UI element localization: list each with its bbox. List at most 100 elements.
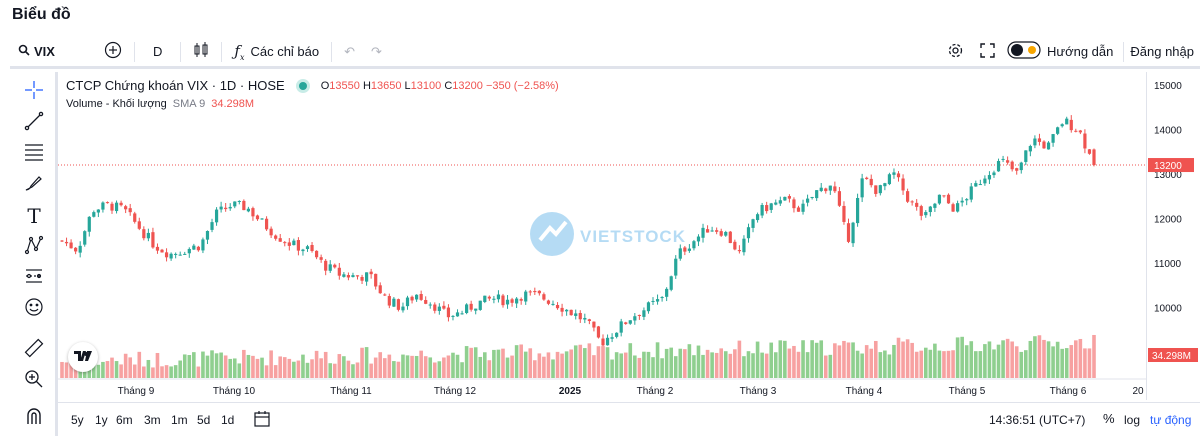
candle-body <box>937 194 942 204</box>
tv-logo[interactable] <box>68 342 98 372</box>
candle-body <box>251 208 255 217</box>
volume-bar <box>287 358 292 378</box>
compare-button[interactable] <box>96 36 130 68</box>
candle-body <box>187 248 191 254</box>
range-3m[interactable]: 3m <box>144 413 161 427</box>
close-label: C <box>444 79 453 92</box>
range-6m[interactable]: 6m <box>116 413 133 427</box>
range-5d[interactable]: 5d <box>197 413 211 427</box>
volume-bar <box>805 352 810 378</box>
crosshair-tool[interactable] <box>22 80 46 104</box>
candle-body <box>1069 119 1073 131</box>
guide-link[interactable]: Hướng dẫn <box>1046 44 1114 59</box>
range-1d[interactable]: 1d <box>221 413 235 427</box>
volume-bar <box>823 355 828 378</box>
volume-bar <box>219 352 223 378</box>
undo-button[interactable]: ↶ <box>336 36 363 68</box>
range-5y[interactable]: 5y <box>71 413 84 427</box>
volume-bar <box>842 340 846 378</box>
login-link[interactable]: Đăng nhập <box>1130 44 1194 59</box>
candle-body <box>492 298 496 300</box>
settings-button[interactable] <box>939 36 972 68</box>
text-tool[interactable]: T <box>22 204 46 228</box>
volume-bar <box>355 362 360 378</box>
volume-bar <box>487 360 492 378</box>
symbol-search[interactable]: VIX <box>10 36 96 68</box>
chart-type-button[interactable] <box>185 36 217 68</box>
clock-label[interactable]: 14:36:51 (UTC+7) <box>989 413 1086 427</box>
brush-tool[interactable] <box>22 173 46 197</box>
candle-body <box>674 258 678 276</box>
low-label: L <box>404 79 411 92</box>
theme-toggle[interactable] <box>1003 36 1045 68</box>
candle-body <box>469 303 473 310</box>
log-toggle[interactable]: log <box>1124 413 1141 427</box>
candle-body <box>678 248 682 259</box>
volume-bar <box>819 340 824 378</box>
smiley-icon <box>24 297 44 322</box>
indicators-button[interactable]: ƒx Các chỉ báo <box>226 36 327 68</box>
trendline-tool[interactable] <box>22 111 46 135</box>
candle-body <box>537 290 541 294</box>
ruler-tool[interactable] <box>22 338 46 362</box>
range-1y[interactable]: 1y <box>95 413 108 427</box>
volume-bar <box>228 358 233 378</box>
time-tick-label: Tháng 11 <box>330 386 372 397</box>
candle-body <box>1065 118 1069 125</box>
interval-button[interactable]: D <box>153 44 163 59</box>
series-title[interactable]: CTCP Chứng khoán VIX · 1D · HOSE <box>66 78 285 93</box>
volume-bar <box>510 355 514 378</box>
candle-body <box>301 249 305 252</box>
candle-body <box>519 299 523 301</box>
candle-body <box>528 291 532 293</box>
magnet-tool[interactable] <box>22 406 46 430</box>
candle-body <box>419 293 423 300</box>
candle-body <box>924 212 928 216</box>
fullscreen-button[interactable] <box>972 36 1003 68</box>
candle-body <box>965 199 969 201</box>
volume-bar <box>382 358 387 378</box>
candle-body <box>974 183 978 187</box>
candle-body <box>214 209 219 223</box>
price-axis[interactable]: 10000 11000 12000 13000 14000 15000 13200 34.29… <box>1146 72 1200 400</box>
zoom-tool[interactable] <box>22 369 46 393</box>
volume-legend: Volume - Khối lượng SMA 9 34.298M <box>66 98 254 110</box>
volume-bar <box>783 340 787 378</box>
last-price-tag <box>1148 158 1194 173</box>
candle-body <box>1083 133 1087 149</box>
volume-bar <box>146 359 151 378</box>
candle-body <box>992 172 996 176</box>
date-range-button[interactable] <box>253 410 271 431</box>
candle-body <box>601 338 605 346</box>
candle-body <box>155 246 160 251</box>
volume-bar <box>614 352 619 378</box>
volume-bar <box>446 355 451 378</box>
text-icon: T <box>27 204 41 228</box>
forecast-icon <box>24 266 44 291</box>
time-tick-label: Tháng 6 <box>1050 386 1087 397</box>
candle-body <box>865 177 869 180</box>
volume-sma-label: 34.298M <box>1152 351 1191 362</box>
redo-button[interactable]: ↷ <box>363 36 390 68</box>
time-tick-label: Tháng 5 <box>949 386 986 397</box>
candle-body <box>933 203 937 208</box>
fib-tool[interactable] <box>22 142 46 166</box>
volume-bar <box>860 353 864 378</box>
candle-body <box>542 294 546 300</box>
percent-toggle[interactable]: % <box>1103 411 1115 426</box>
candle-body <box>769 203 773 210</box>
candle-body <box>224 207 228 210</box>
volume-bar <box>551 359 555 378</box>
volume-bar <box>946 350 951 378</box>
price-tick-label: 14000 <box>1154 125 1182 136</box>
auto-toggle[interactable]: tự động <box>1150 413 1192 427</box>
range-1m[interactable]: 1m <box>171 413 188 427</box>
forecast-tool[interactable] <box>22 266 46 290</box>
candle-body <box>78 245 82 253</box>
volume-bar <box>501 348 505 378</box>
candle-body <box>310 245 314 252</box>
price-chart[interactable]: Tháng 9 Tháng 10 Tháng 11 Tháng 12 2025 Tháng… <box>58 72 1146 400</box>
pattern-tool[interactable] <box>22 235 46 259</box>
volume-bar <box>928 349 933 378</box>
emoji-tool[interactable] <box>22 297 46 321</box>
